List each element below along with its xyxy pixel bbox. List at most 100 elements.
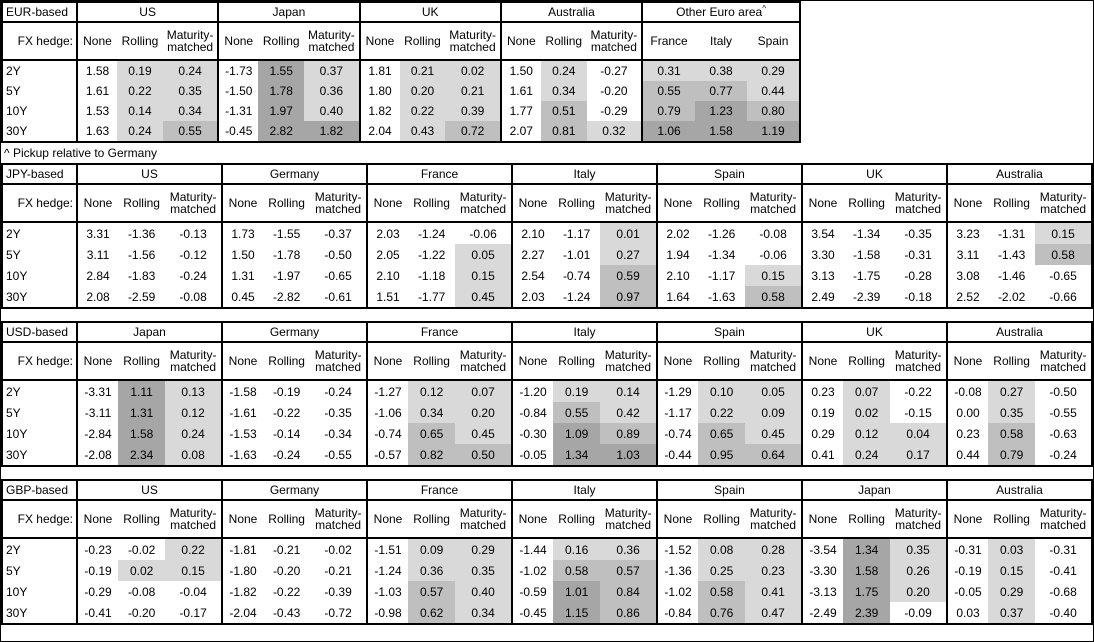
column-header: Maturity-matched xyxy=(894,506,942,532)
data-group: 0.31 0.38 0.29 xyxy=(641,61,800,81)
hedge-header-group: None Rolling Maturity-matched xyxy=(511,185,656,221)
value-cell: -1.03 xyxy=(374,584,402,599)
column-header: None xyxy=(83,354,113,368)
tenor-label: 30Y xyxy=(6,605,28,620)
hedge-header-group: None Rolling Maturity-matched xyxy=(801,185,946,221)
country-header: Australia xyxy=(548,5,595,19)
value-cell: 2.52 xyxy=(956,289,980,304)
column-header: None xyxy=(953,354,983,368)
data-group: -1.02 0.58 0.41 xyxy=(656,581,801,602)
value-cell: -1.29 xyxy=(664,384,692,399)
value-cell: -1.34 xyxy=(852,226,881,241)
data-group: -1.52 0.08 0.28 xyxy=(656,539,801,560)
value-cell: -0.12 xyxy=(179,247,207,262)
column-header: Maturity-matched xyxy=(1039,190,1087,216)
value-cell: 0.45 xyxy=(455,423,511,444)
value-cell: -0.14 xyxy=(272,426,301,441)
value-cell: 1.15 xyxy=(553,602,601,623)
value-cell: 1.80 xyxy=(368,84,392,98)
value-cell: -0.21 xyxy=(272,542,301,557)
table-gbp-based: GBP-based US Germany France Italy Spain Japan A… xyxy=(1,479,1093,625)
value-cell: 0.03 xyxy=(956,605,980,620)
value-cell: 0.24 xyxy=(540,61,587,81)
value-cell: 0.77 xyxy=(695,81,748,101)
value-cell: 0.29 xyxy=(455,539,511,560)
tenor-label: 5Y xyxy=(6,563,21,578)
country-header: Spain xyxy=(714,483,745,497)
eur-based-table-slot: EUR-based US Japan UK Australia Other Euro ar… xyxy=(1,1,1093,143)
column-header: Rolling xyxy=(413,512,450,526)
column-header: None xyxy=(365,34,395,48)
value-cell: -0.24 xyxy=(272,447,301,462)
value-cell: 0.20 xyxy=(455,402,511,423)
value-cell: 0.07 xyxy=(843,381,891,402)
value-cell: -2.39 xyxy=(852,289,881,304)
value-cell: 0.21 xyxy=(399,61,446,81)
value-cell: 2.84 xyxy=(86,268,110,283)
data-group: -1.63 -0.24 -0.55 xyxy=(221,444,366,465)
hedge-header-group: None Rolling Maturity-matched xyxy=(801,343,946,379)
data-group: 2.04 0.43 0.72 xyxy=(358,121,500,141)
column-header: None xyxy=(518,196,548,210)
data-group: -1.44 0.16 0.36 xyxy=(511,539,656,560)
country-header: Japan xyxy=(272,5,306,19)
country-header: France xyxy=(420,167,459,181)
column-header: None xyxy=(83,196,113,210)
hedge-header-group: None Rolling Maturity-matched xyxy=(656,501,801,537)
value-cell: 3.08 xyxy=(956,268,980,283)
data-group: -3.54 1.34 0.35 xyxy=(801,539,946,560)
usd-based-table-slot: USD-based Japan Germany France Italy Spain UK A… xyxy=(1,321,1093,467)
value-cell: -0.31 xyxy=(1049,542,1077,557)
value-cell: -1.17 xyxy=(562,226,591,241)
country-group: Japan xyxy=(801,481,946,499)
value-cell: 0.03 xyxy=(988,539,1036,560)
data-group: -2.08 2.34 0.08 xyxy=(76,444,221,465)
data-row: 5Y 3.11 -1.56 -0.12 1.50 -1.78 -0.50 2.05 -1.22 0… xyxy=(3,244,1091,265)
value-cell: 1.01 xyxy=(553,581,601,602)
value-cell: 0.09 xyxy=(745,402,801,423)
column-header: Maturity-matched xyxy=(749,348,797,374)
value-cell: 0.58 xyxy=(988,423,1036,444)
data-group: 0.03 0.37 -0.40 xyxy=(946,602,1091,623)
column-header: Rolling xyxy=(993,512,1030,526)
value-cell: 2.05 xyxy=(376,247,400,262)
column-header: None xyxy=(373,354,403,368)
country-header: UK xyxy=(866,325,883,339)
data-group: -0.08 0.27 -0.50 xyxy=(946,381,1091,402)
value-cell: 0.20 xyxy=(890,581,946,602)
base-currency-label: JPY-based xyxy=(6,167,64,181)
data-group: -0.19 0.15 -0.41 xyxy=(946,560,1091,581)
column-header: Rolling xyxy=(413,354,450,368)
tenor-label: 2Y xyxy=(6,542,21,557)
value-cell: 2.04 xyxy=(368,124,392,138)
country-group: France xyxy=(366,481,511,499)
column-header: Rolling xyxy=(848,196,885,210)
column-header: Maturity-matched xyxy=(749,506,797,532)
value-cell: 0.40 xyxy=(455,581,511,602)
data-group: 2.84 -1.83 -0.24 xyxy=(76,265,221,286)
value-cell: -0.05 xyxy=(519,447,547,462)
value-cell: 0.22 xyxy=(399,101,446,121)
column-header: None xyxy=(506,34,536,48)
data-group: -1.03 0.57 0.40 xyxy=(366,581,511,602)
value-cell: 0.82 xyxy=(408,444,456,465)
data-row: 30Y 1.63 0.24 0.55 -0.45 2.82 1.82 2.04 0.43 0.72… xyxy=(3,121,800,141)
country-header: Spain xyxy=(714,325,745,339)
country-group: Australia xyxy=(499,3,641,21)
value-cell: 0.23 xyxy=(811,384,835,399)
value-cell: 0.50 xyxy=(455,444,511,465)
value-cell: 1.23 xyxy=(695,101,748,121)
column-header: Maturity-matched xyxy=(169,506,217,532)
column-header: Maturity-matched xyxy=(169,348,217,374)
country-group: Italy xyxy=(511,165,656,183)
value-cell: 0.02 xyxy=(118,560,166,581)
value-cell: -0.65 xyxy=(1049,268,1077,283)
spacer xyxy=(1,467,1093,479)
value-cell: 0.58 xyxy=(745,286,801,307)
value-cell: 0.40 xyxy=(304,101,359,121)
column-header: None xyxy=(228,354,258,368)
value-cell: 0.00 xyxy=(956,405,980,420)
data-group: -3.13 1.75 0.20 xyxy=(801,581,946,602)
column-header: Rolling xyxy=(703,196,740,210)
fx-hedge-label: FX hedge: xyxy=(17,34,73,48)
